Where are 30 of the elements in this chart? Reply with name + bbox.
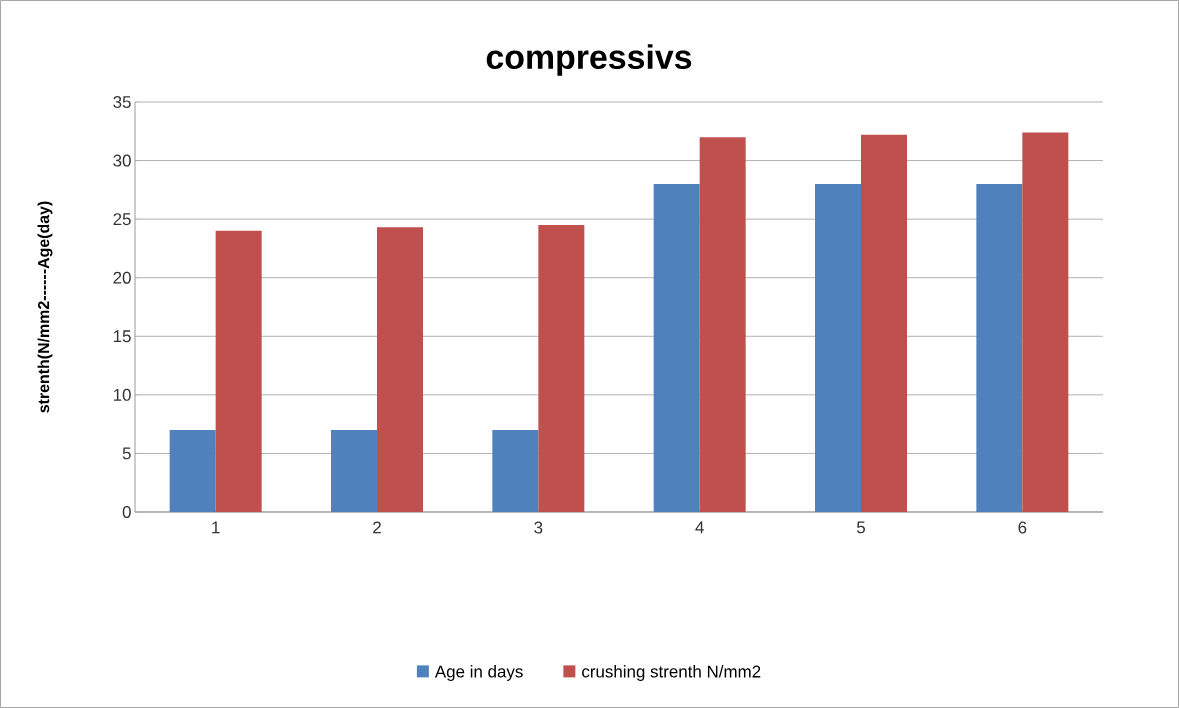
y-tick-label: 0 xyxy=(122,506,131,518)
bar xyxy=(861,134,907,512)
bar xyxy=(976,184,1023,512)
bar xyxy=(699,137,746,512)
bar xyxy=(331,430,377,512)
y-tick-label: 15 xyxy=(113,330,131,343)
x-tick-label: 6 xyxy=(1018,521,1027,534)
bar xyxy=(538,225,585,512)
x-tick-label: 1 xyxy=(212,521,220,534)
y-tick-label: 35 xyxy=(113,96,131,108)
bar xyxy=(377,227,423,512)
y-tick-label: 25 xyxy=(113,213,131,226)
bar xyxy=(815,184,861,512)
x-tick-label: 2 xyxy=(373,521,381,534)
x-tick-label: 4 xyxy=(695,521,704,534)
bar xyxy=(169,430,216,512)
bar xyxy=(1022,132,1069,512)
x-tick-label: 5 xyxy=(856,521,865,534)
y-tick-label: 5 xyxy=(122,447,131,460)
legend-label: Age in days xyxy=(434,665,523,681)
y-tick-label: 10 xyxy=(113,388,131,401)
y-axis-title: strenth(N/mm2------Age(day) xyxy=(37,201,53,413)
bar xyxy=(653,184,700,512)
chart-title: compressivs xyxy=(486,44,692,76)
bar xyxy=(215,230,262,512)
y-tick-label: 20 xyxy=(113,271,131,284)
bar xyxy=(492,430,539,512)
y-tick-label: 30 xyxy=(113,154,131,167)
x-tick-label: 3 xyxy=(534,521,543,534)
legend-label: crushing strenth N/mm2 xyxy=(582,665,761,681)
